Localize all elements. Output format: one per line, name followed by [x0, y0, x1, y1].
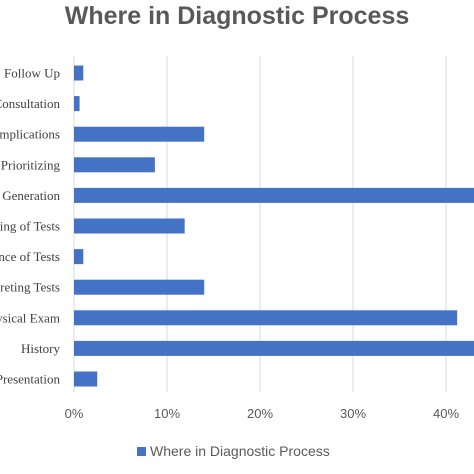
category-label: Performance of Tests	[0, 249, 60, 264]
x-tick-label: 20%	[247, 406, 273, 421]
bar	[74, 279, 205, 295]
x-tick-label: 30%	[340, 406, 366, 421]
bar	[74, 310, 458, 326]
legend: Where in Diagnostic Process	[137, 443, 330, 459]
category-label: Ordering of Tests	[0, 219, 60, 234]
legend-label: Where in Diagnostic Process	[150, 443, 330, 459]
bar	[74, 157, 155, 173]
bar	[74, 187, 474, 203]
x-tick-labels: 0% 10% 20% 30% 40%	[65, 406, 460, 421]
category-label: Complications	[0, 127, 60, 142]
bar	[74, 126, 205, 142]
category-label: Presentation	[0, 372, 60, 387]
category-label: History	[21, 341, 61, 356]
category-label: Physical Exam	[0, 310, 60, 325]
x-tick-label: 40%	[433, 406, 459, 421]
legend-swatch	[137, 447, 146, 456]
category-label: Follow Up	[4, 66, 60, 81]
category-label: Prioritizing	[1, 157, 61, 172]
category-labels: Follow Up Consultation Complications Priori…	[0, 66, 61, 387]
bar	[74, 371, 98, 387]
chart-title: Where in Diagnostic Process	[64, 2, 410, 30]
x-tick-label: 0%	[65, 406, 84, 421]
bar	[74, 340, 474, 356]
x-tick-label: 10%	[154, 406, 180, 421]
bar	[74, 218, 185, 234]
bar	[74, 96, 80, 112]
category-label: Consultation	[0, 96, 60, 111]
bars	[74, 65, 474, 387]
category-label: Interpreting Tests	[0, 280, 60, 295]
bar	[74, 249, 84, 265]
category-label: Generation	[2, 188, 60, 203]
bar	[74, 65, 84, 81]
